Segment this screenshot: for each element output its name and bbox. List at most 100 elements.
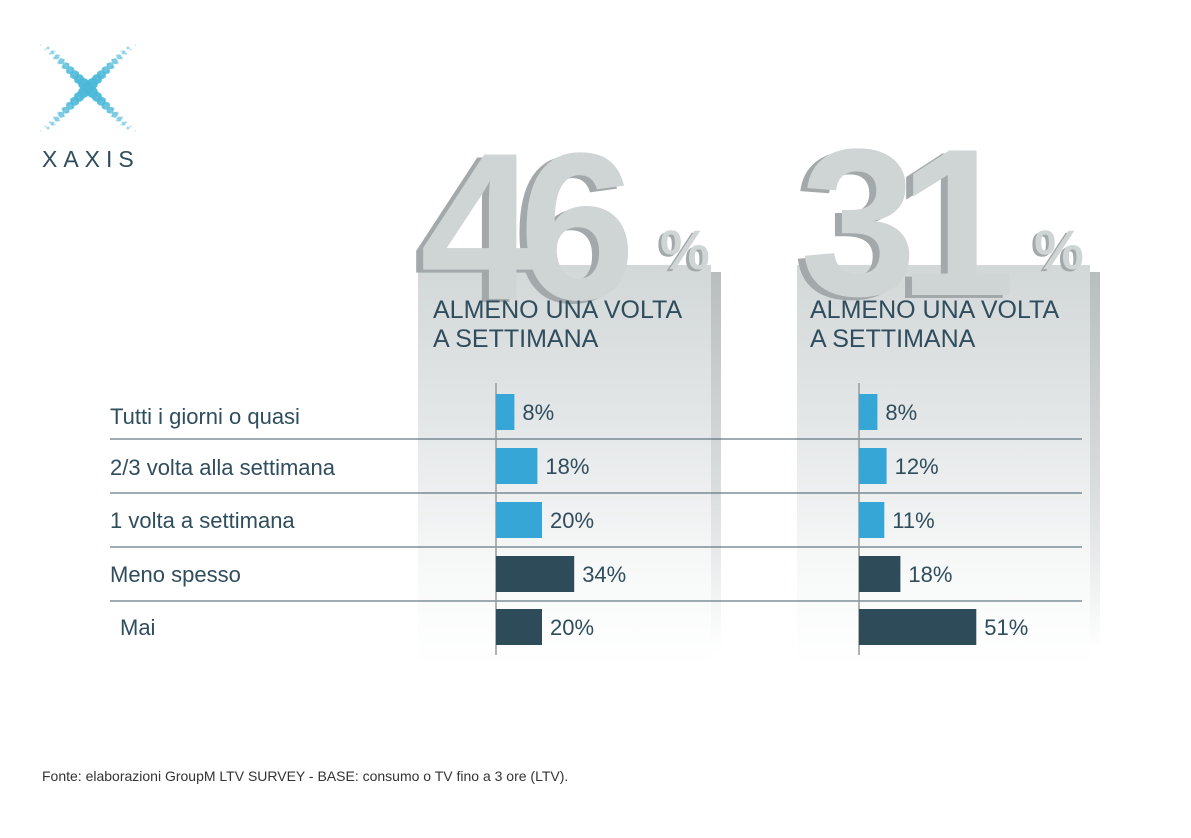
- data-label-1-2: 18%: [545, 454, 589, 479]
- source-note: Fonte: elaborazioni GroupM LTV SURVEY - …: [42, 768, 569, 784]
- logo-dot: [101, 67, 105, 71]
- category-label-1: Tutti i giorni o quasi: [110, 404, 300, 429]
- logo-dot: [48, 52, 51, 55]
- category-label-4: Meno spesso: [110, 562, 241, 587]
- bar-2-3: [859, 502, 885, 538]
- logo-dot: [82, 84, 88, 90]
- logo-dot: [65, 69, 70, 74]
- bar-1-5: [496, 609, 542, 645]
- logo-dot: [120, 50, 122, 52]
- bar-1-4: [496, 556, 575, 592]
- logo-dot: [48, 121, 51, 124]
- headline-value-right: 31: [800, 105, 1016, 340]
- logo-dot: [50, 50, 55, 55]
- logo-dot: [115, 54, 118, 57]
- logo-dot: [40, 44, 42, 46]
- logo-dot: [74, 92, 80, 98]
- logo-text: XAXIS: [42, 146, 140, 172]
- logo-dot: [129, 48, 132, 51]
- bar-2-2: [859, 448, 887, 484]
- bar-1-3: [496, 502, 542, 538]
- logo-dot: [106, 106, 114, 114]
- panel-left: [418, 265, 711, 665]
- logo-dot: [101, 105, 105, 109]
- data-label-2-2: 12%: [895, 454, 939, 479]
- bar-2-5: [859, 609, 977, 645]
- logo-dot: [87, 79, 93, 85]
- bar-2-1: [859, 394, 878, 430]
- logo-dot: [78, 88, 84, 94]
- category-label-2: 2/3 volta alla settimana: [110, 455, 336, 480]
- logo-dot: [121, 121, 126, 126]
- logo-dot: [58, 111, 65, 118]
- subtitle-right: ALMENO UNA VOLTA A SETTIMANA: [810, 296, 1059, 354]
- panel-right-shadow: [1090, 272, 1100, 652]
- logo-dot: [115, 119, 118, 122]
- subtitle-left: ALMENO UNA VOLTA A SETTIMANA: [433, 296, 682, 354]
- logo-dot: [106, 62, 110, 66]
- logo-dot: [46, 46, 50, 50]
- logo-dot: [111, 115, 114, 118]
- logo-dot: [126, 126, 130, 130]
- logo-dot: [50, 121, 55, 126]
- logo-dot: [44, 48, 47, 51]
- logo-dot: [120, 124, 122, 126]
- subtitle-left-line2: A SETTIMANA: [433, 325, 599, 353]
- subtitle-left-line1: ALMENO UNA VOLTA: [433, 296, 683, 324]
- data-label-2-5: 51%: [984, 615, 1028, 640]
- logo-dot: [87, 91, 93, 97]
- category-label-5: Mai: [120, 615, 156, 640]
- logo-dot: [69, 97, 75, 103]
- xaxis-logo-icon: [40, 44, 136, 132]
- bar-1-2: [496, 448, 538, 484]
- logo-dot: [92, 75, 97, 80]
- logo-dot: [54, 124, 56, 126]
- logo-dot: [106, 62, 114, 70]
- logo-dot: [61, 107, 65, 111]
- data-label-1-3: 20%: [550, 508, 594, 533]
- bar-1-1: [496, 394, 515, 430]
- logo-dot: [57, 61, 61, 65]
- logo-dot: [52, 56, 56, 60]
- data-label-1-1: 8%: [522, 400, 554, 425]
- logo-dot: [125, 121, 128, 124]
- data-label-2-1: 8%: [885, 400, 917, 425]
- logo-dot: [116, 116, 122, 122]
- logo-dot: [82, 86, 88, 92]
- logo-dot: [134, 130, 136, 132]
- logo-dot: [106, 110, 110, 114]
- logo-dot: [44, 125, 47, 128]
- headline-value-left: 46: [420, 109, 636, 344]
- logo-dot: [54, 54, 60, 60]
- logo-dot: [125, 52, 128, 55]
- logo-dot: [52, 116, 56, 120]
- logo-dot: [58, 58, 65, 65]
- headline-unit-left: %: [660, 218, 710, 281]
- logo-dot: [111, 58, 118, 65]
- data-label-1-5: 20%: [550, 615, 594, 640]
- logo-dot: [40, 130, 42, 132]
- panel-left-shadow: [711, 272, 721, 652]
- logo-dot: [54, 116, 60, 122]
- logo-dot: [97, 71, 101, 75]
- data-label-1-4: 34%: [582, 562, 626, 587]
- logo-dot: [61, 65, 65, 69]
- logo-dot: [126, 46, 130, 50]
- logo-dot: [111, 111, 118, 118]
- data-label-2-4: 18%: [908, 562, 952, 587]
- logo-dot: [97, 101, 101, 105]
- logo-dot: [46, 126, 50, 130]
- data-label-2-3: 11%: [892, 508, 934, 533]
- logo-dot: [69, 73, 75, 79]
- logo-dot: [92, 96, 97, 101]
- logo-dot: [57, 111, 61, 115]
- logo-dot: [134, 44, 136, 46]
- panel-right: [797, 265, 1090, 665]
- category-label-3: 1 volta a settimana: [110, 508, 295, 533]
- logo-dot: [121, 50, 126, 55]
- logo-dot: [74, 78, 80, 84]
- logo-dot: [65, 102, 70, 107]
- bar-2-4: [859, 556, 901, 592]
- logo-dot: [111, 58, 114, 61]
